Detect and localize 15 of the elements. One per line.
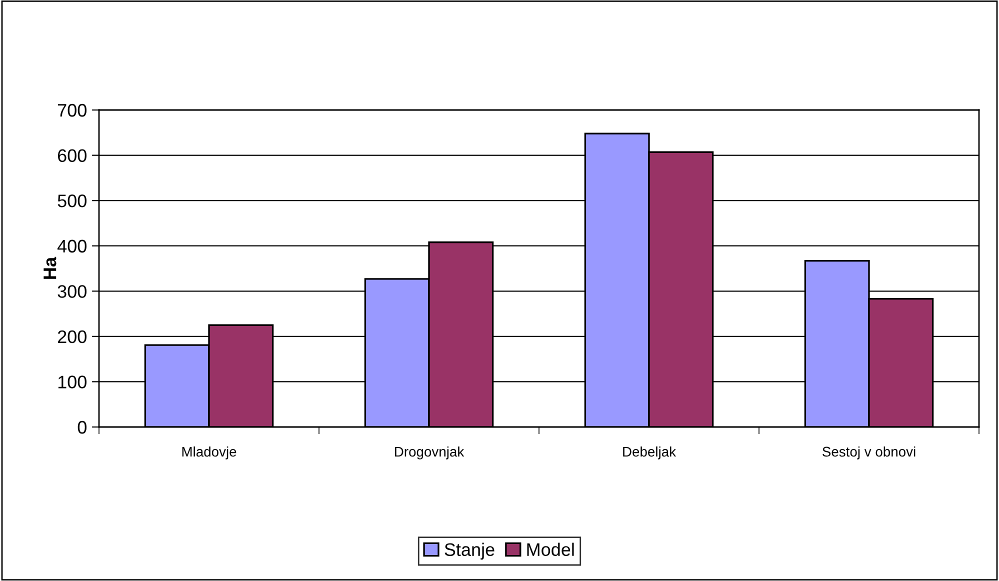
y-tick-label: 700 [58,104,86,117]
y-tick-label: 100 [58,376,86,388]
x-tick-label: Drogovnjak [395,446,464,460]
y-tick-label: 500 [58,194,86,208]
x-tick-label: Debeljak [623,446,676,460]
y-tick-label: 300 [58,285,86,298]
x-tick-label: Mladovje [182,446,236,460]
y-tick-label: 0 [78,420,86,434]
y-tick-label: 400 [57,240,86,253]
y-axis-title: Ha [44,256,56,279]
x-tick-label: Sestoj v obnovi [822,446,916,460]
legend-label: Stanje [444,542,494,560]
legend-label: Model [527,542,574,556]
y-tick-label: 600 [58,149,86,162]
y-tick-label: 200 [58,330,86,344]
